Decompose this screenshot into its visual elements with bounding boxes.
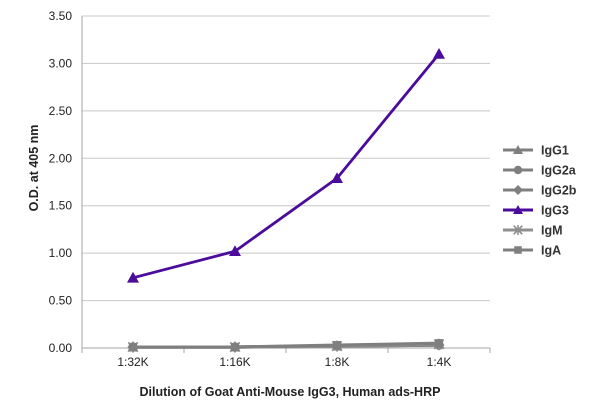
y-tick-label: 1.00 bbox=[49, 246, 73, 260]
series-line-igg3 bbox=[132, 53, 441, 280]
legend-label-iga: IgA bbox=[541, 244, 561, 258]
x-tick-label: 1:8K bbox=[325, 355, 350, 369]
y-tick-label: 2.50 bbox=[49, 104, 73, 118]
y-axis-title: O.D. at 405 nm bbox=[27, 125, 41, 212]
legend-item-igm: IgM bbox=[503, 224, 563, 238]
series bbox=[127, 47, 445, 353]
legend-item-igg3: IgG3 bbox=[503, 204, 569, 218]
series-iga bbox=[128, 339, 444, 352]
legend: IgG1 IgG2a IgG2b IgG3 IgM IgA bbox=[503, 144, 577, 258]
data-point-igg3 bbox=[229, 245, 241, 257]
legend-label-igg2a: IgG2a bbox=[541, 164, 577, 178]
y-tick-label: 0.00 bbox=[49, 341, 73, 355]
legend-marker-igg2b bbox=[513, 185, 523, 195]
x-axis-title: Dilution of Goat Anti-Mouse IgG3, Human … bbox=[140, 385, 441, 399]
y-tick-label: 3.50 bbox=[49, 9, 73, 23]
y-tick-label: 1.50 bbox=[49, 199, 73, 213]
series-igg3 bbox=[127, 47, 445, 283]
legend-item-igg1: IgG1 bbox=[503, 144, 569, 158]
data-point-iga bbox=[332, 341, 342, 350]
legend-marker-igg2a bbox=[513, 165, 523, 175]
x-tick-label: 1:4K bbox=[427, 355, 452, 369]
legend-label-igm: IgM bbox=[541, 224, 563, 238]
x-tick-label: 1:32K bbox=[117, 355, 148, 369]
y-tick-label: 3.00 bbox=[49, 56, 73, 70]
legend-marker-igg1 bbox=[513, 145, 523, 154]
legend-marker-igm bbox=[513, 225, 523, 235]
legend-label-igg3: IgG3 bbox=[541, 204, 569, 218]
legend-label-igg1: IgG1 bbox=[541, 144, 569, 158]
data-point-igg3 bbox=[127, 271, 139, 283]
gridlines bbox=[82, 15, 490, 302]
legend-marker-igg3 bbox=[513, 205, 523, 214]
data-point-igg3 bbox=[433, 47, 445, 59]
y-tick-label: 2.00 bbox=[49, 151, 73, 165]
data-point-iga bbox=[434, 339, 444, 348]
legend-label-igg2b: IgG2b bbox=[541, 184, 577, 198]
y-tick-label: 0.50 bbox=[49, 294, 73, 308]
series-line-iga bbox=[133, 341, 440, 349]
legend-item-igg2b: IgG2b bbox=[503, 184, 577, 198]
data-point-iga bbox=[128, 342, 138, 352]
data-point-iga bbox=[230, 342, 240, 352]
legend-marker-iga bbox=[514, 246, 522, 254]
legend-item-igg2a: IgG2a bbox=[503, 164, 577, 178]
legend-item-iga: IgA bbox=[503, 244, 561, 258]
data-point-igg3 bbox=[331, 172, 343, 184]
x-tick-label: 1:16K bbox=[219, 355, 250, 369]
